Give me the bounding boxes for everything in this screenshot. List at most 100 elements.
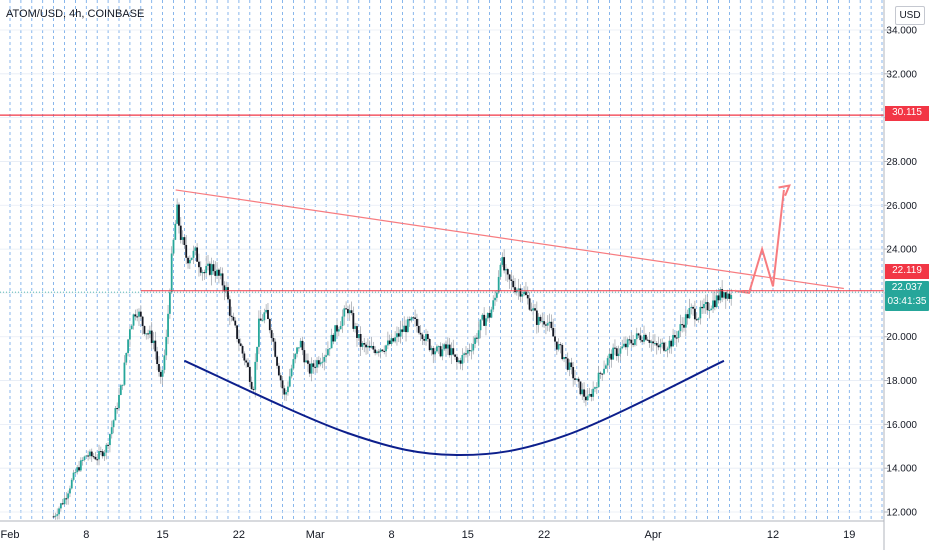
candle-up [661, 342, 664, 344]
candle-down [156, 351, 159, 365]
candle-down [601, 373, 604, 375]
candle-up [121, 384, 124, 386]
candle-up [67, 493, 70, 499]
candle-down [397, 333, 400, 337]
candle-up [466, 350, 469, 354]
candle-up [366, 345, 369, 348]
candle-down [139, 311, 142, 317]
candle-down [303, 350, 306, 363]
candle-up [112, 420, 115, 428]
candle-up [495, 292, 498, 298]
candle-down [615, 348, 618, 357]
candle-down [554, 336, 556, 342]
cup-curve[interactable] [183, 359, 725, 457]
candle-down [419, 332, 422, 335]
candle-down [336, 325, 338, 332]
candle-up [394, 337, 397, 342]
candle-down [383, 350, 386, 352]
x-tick-label: 15 [156, 529, 168, 541]
candle-down [670, 340, 673, 347]
candle-down [239, 343, 242, 346]
candle-up [710, 308, 713, 310]
candle-down [94, 456, 97, 460]
candle-down [570, 362, 573, 368]
candle-up [81, 459, 84, 461]
candle-up [486, 313, 489, 319]
candle-up [537, 316, 540, 325]
candle-up [664, 350, 667, 352]
candle-down [272, 337, 275, 342]
candle-up [654, 343, 656, 345]
descending-trendline[interactable] [175, 189, 844, 290]
candle-down [728, 293, 731, 299]
candle-down [628, 339, 631, 341]
candle-down [141, 316, 144, 327]
candle-up [379, 349, 382, 353]
candle-down [655, 343, 658, 346]
candle-down [545, 324, 547, 326]
candle-up [114, 408, 117, 421]
candle-up [105, 444, 108, 453]
candle-up [296, 347, 298, 354]
candle-up [557, 344, 560, 350]
candle-up [612, 347, 615, 360]
candle-up [70, 479, 73, 489]
candle-down [136, 316, 139, 318]
candle-down [183, 237, 186, 245]
y-tick-label: 16.000 [886, 420, 917, 431]
y-tick-label: 26.000 [886, 201, 917, 212]
candle-down [276, 356, 278, 366]
candle-down [695, 319, 698, 321]
candle-up [668, 340, 671, 349]
y-tick-label: 14.000 [886, 464, 917, 475]
candle-up [603, 368, 605, 374]
candle-up [152, 340, 155, 343]
currency-unit-button[interactable]: USD [895, 6, 925, 25]
candle-down [198, 261, 200, 268]
candle-down [268, 319, 271, 331]
candle-up [167, 313, 169, 337]
candle-down [448, 344, 451, 356]
candle-down [724, 292, 727, 299]
candle-up [463, 353, 466, 356]
candle-down [227, 287, 229, 300]
candle-up [666, 348, 669, 351]
candle-down [483, 314, 486, 326]
candle-down [199, 267, 202, 273]
candle-down [307, 360, 309, 364]
candle-up [606, 358, 609, 366]
candle-down [565, 357, 567, 359]
candle-down [212, 264, 215, 272]
candle-up [568, 362, 571, 370]
candle-up [89, 451, 91, 457]
candle-down [179, 225, 182, 240]
candle-down [530, 309, 533, 311]
candle-up [69, 488, 71, 494]
candle-up [299, 340, 302, 348]
candle-up [129, 329, 131, 340]
candle-up [310, 363, 313, 374]
candle-down [683, 324, 685, 328]
candle-up [56, 514, 59, 516]
candle-up [210, 264, 213, 275]
x-tick-label: 8 [83, 529, 89, 541]
candle-up [450, 348, 453, 356]
candle-up [316, 360, 318, 368]
candle-up [723, 292, 725, 298]
candle-down [92, 456, 95, 458]
candle-down [512, 280, 515, 288]
candle-down [528, 298, 531, 310]
candle-down [552, 328, 555, 337]
candle-down [574, 378, 576, 380]
candle-up [170, 253, 173, 293]
y-tick-label: 18.000 [886, 376, 917, 387]
candle-up [205, 265, 208, 274]
candle-down [555, 341, 558, 350]
candle-up [470, 350, 473, 352]
candle-down [228, 299, 231, 316]
candle-up [485, 318, 487, 326]
candle-down [203, 272, 206, 274]
candle-up [635, 333, 638, 340]
